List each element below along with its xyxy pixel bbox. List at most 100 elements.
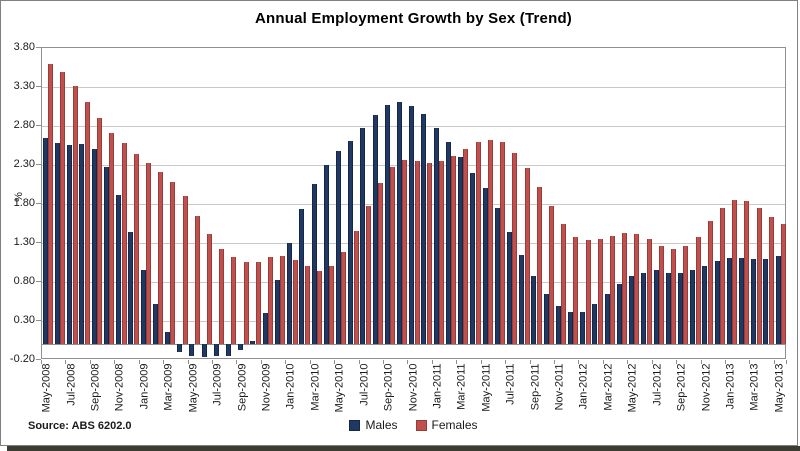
bar-males <box>348 140 354 345</box>
bar-females <box>500 142 506 345</box>
bar-males <box>677 273 683 345</box>
x-axis-tick-label: Jan-2011 <box>431 363 444 409</box>
x-axis-tick-label: Mar-2011 <box>455 363 468 410</box>
x-axis-tick-mark <box>285 360 286 364</box>
bar-females <box>414 161 420 345</box>
bar-females <box>48 63 54 345</box>
y-axis-tick-mark <box>36 164 41 165</box>
bar-males <box>201 344 207 357</box>
bar-females <box>610 236 615 345</box>
bar-males <box>164 331 170 345</box>
bar-females <box>585 239 591 345</box>
bar-females <box>329 265 335 345</box>
bar-males <box>103 166 109 345</box>
bar-females <box>378 182 383 345</box>
bar-females <box>671 249 677 345</box>
x-axis-tick-mark <box>383 360 384 364</box>
bar-females <box>683 246 689 345</box>
bar-males <box>384 104 390 345</box>
bar-males <box>397 101 402 345</box>
bar-males <box>299 208 305 345</box>
bar-males <box>152 303 158 345</box>
bar-males <box>690 270 696 345</box>
x-axis-tick-mark <box>652 360 653 364</box>
bar-males <box>238 344 244 350</box>
x-axis-tick-mark <box>163 360 164 364</box>
bar-females <box>744 200 750 345</box>
x-axis-tick-mark <box>505 360 506 364</box>
x-axis-tick-mark <box>139 360 140 364</box>
x-axis-tick-label: Sep-2010 <box>382 363 395 412</box>
bar-males <box>714 260 720 345</box>
y-axis-tick-mark <box>36 242 41 243</box>
x-axis-tick-mark <box>41 360 42 364</box>
bar-males <box>55 143 60 345</box>
bar-males <box>409 105 415 345</box>
x-axis-tick-label: Jul-2008 <box>65 363 78 406</box>
bar-females <box>133 154 139 345</box>
x-axis-tick-mark <box>774 360 775 364</box>
legend-females-label: Females <box>431 418 478 432</box>
x-axis-tick-mark <box>786 360 787 364</box>
bar-males <box>519 254 525 345</box>
bar-females <box>463 149 469 345</box>
x-axis-tick-mark <box>359 360 360 364</box>
bar-females <box>658 246 664 345</box>
y-axis-tick-label: 2.30 <box>13 158 35 170</box>
bar-females <box>145 162 151 345</box>
bar-males <box>79 143 85 345</box>
bar-males <box>665 272 671 345</box>
bar-males <box>335 151 341 345</box>
bar-females <box>231 257 237 345</box>
bar-females <box>390 166 396 345</box>
bar-males <box>775 256 781 345</box>
y-axis-tick-mark <box>36 125 41 126</box>
bar-males <box>580 311 586 345</box>
x-axis-tick-label: Mar-2010 <box>309 363 322 411</box>
bar-females <box>451 155 457 345</box>
y-axis-tick-mark <box>36 203 41 204</box>
bar-males <box>323 165 329 345</box>
bar-males <box>482 188 488 345</box>
legend-females-swatch <box>415 419 427 431</box>
y-axis-tick-label: 1.80 <box>13 197 35 209</box>
x-axis-tick-label: Mar-2012 <box>602 363 615 411</box>
y-axis-tick-label: 1.30 <box>13 236 35 248</box>
bar-females <box>732 200 738 345</box>
bar-females <box>158 172 164 345</box>
bar-males <box>555 306 561 345</box>
bar-females <box>255 261 261 345</box>
bar-females <box>561 224 567 345</box>
legend-males-swatch <box>349 419 361 431</box>
bar-females <box>695 236 701 345</box>
x-axis-tick-mark <box>236 360 237 364</box>
bar-males <box>372 115 378 345</box>
x-axis-tick-label: Jan-2009 <box>138 363 151 410</box>
x-axis-tick-mark <box>212 360 213 364</box>
legend-item-males: Males <box>349 418 398 432</box>
x-axis-tick-label: Sep-2012 <box>675 363 688 412</box>
x-axis-tick-mark <box>188 360 189 364</box>
y-axis-tick-mark <box>36 47 41 48</box>
bar-males <box>506 232 512 345</box>
x-axis-tick-mark <box>114 360 115 364</box>
bar-females <box>573 236 579 345</box>
bar-females <box>304 265 310 345</box>
bar-males <box>702 265 708 345</box>
y-axis-tick-label: 0.30 <box>13 314 35 326</box>
bar-females <box>475 141 481 345</box>
x-axis-tick-label: Nov-2011 <box>553 363 566 411</box>
x-axis-tick-mark <box>701 360 702 364</box>
x-axis-tick-mark <box>65 360 66 364</box>
bar-females <box>719 207 725 345</box>
bar-males <box>274 279 280 345</box>
bar-females <box>646 239 652 345</box>
bar-males <box>226 344 231 357</box>
bar-males <box>458 157 463 345</box>
bar-females <box>402 160 408 345</box>
bar-females <box>365 206 371 345</box>
bar-females <box>72 86 78 345</box>
x-axis-tick-label: Mar-2013 <box>748 363 761 411</box>
y-axis-tick-label: -0.20 <box>9 353 35 365</box>
bar-females <box>182 196 188 345</box>
